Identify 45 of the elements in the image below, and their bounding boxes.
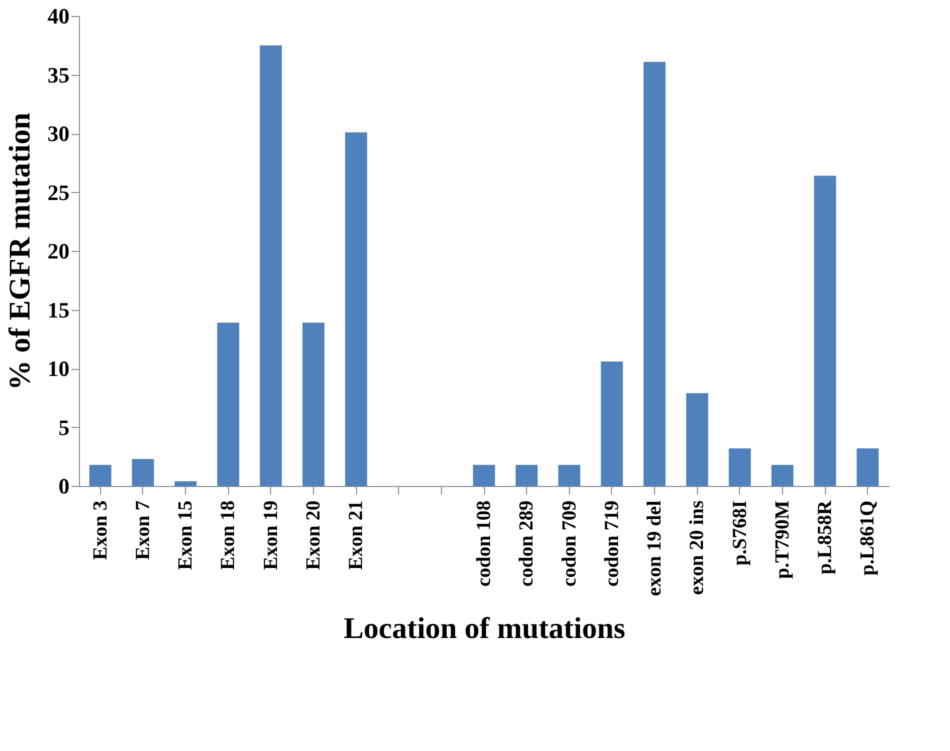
x-tick-label: Exon 15 [174,500,197,570]
x-tick-label: Exon 19 [260,500,282,570]
x-tick-label: p.L861Q [856,500,879,576]
x-tick-label: Exon 7 [132,500,154,560]
bar [132,458,154,486]
x-tick-label: Exon 18 [217,500,240,570]
x-tick-label: p.S768I [728,500,751,566]
bar [728,448,751,486]
y-tick-label: 10 [48,356,70,381]
bar [814,176,836,486]
bar [89,464,112,486]
x-tick-label: p.L858R [814,500,836,574]
bar [600,361,623,486]
x-tick-label: Exon 21 [345,500,368,570]
y-tick-label: 0 [58,474,70,498]
x-axis-title: Location of mutations [344,612,626,646]
bar [856,448,879,486]
y-tick-label: 35 [48,62,70,88]
bar [516,464,538,486]
y-axis-title: % of EGFR mutation [4,112,36,390]
x-tick-label: codon 719 [600,500,623,587]
x-tick-label: Exon 3 [89,500,112,560]
y-tick-label: 5 [58,414,70,440]
y-tick-label: 25 [48,180,70,205]
y-tick-label: 30 [48,121,70,146]
bar [644,62,666,486]
bar [217,322,240,486]
bar [686,393,708,486]
x-tick-label: exon 20 ins [686,500,708,595]
x-tick-label: codon 289 [516,500,538,587]
x-tick-label: codon 709 [558,500,580,587]
bar [174,481,197,486]
x-tick-label: exon 19 del [644,500,666,596]
x-tick-label: p.T790M [771,500,794,579]
y-tick-label: 15 [48,297,70,322]
x-tick-label: codon 108 [473,500,495,587]
y-tick-label: 20 [48,238,70,264]
y-tick-label: 40 [48,4,70,28]
bar [302,322,324,486]
x-tick-label: Exon 20 [302,500,324,570]
bar [345,132,368,486]
bar [771,464,794,486]
bar [558,464,580,486]
bar [260,45,282,486]
bar [473,464,495,486]
